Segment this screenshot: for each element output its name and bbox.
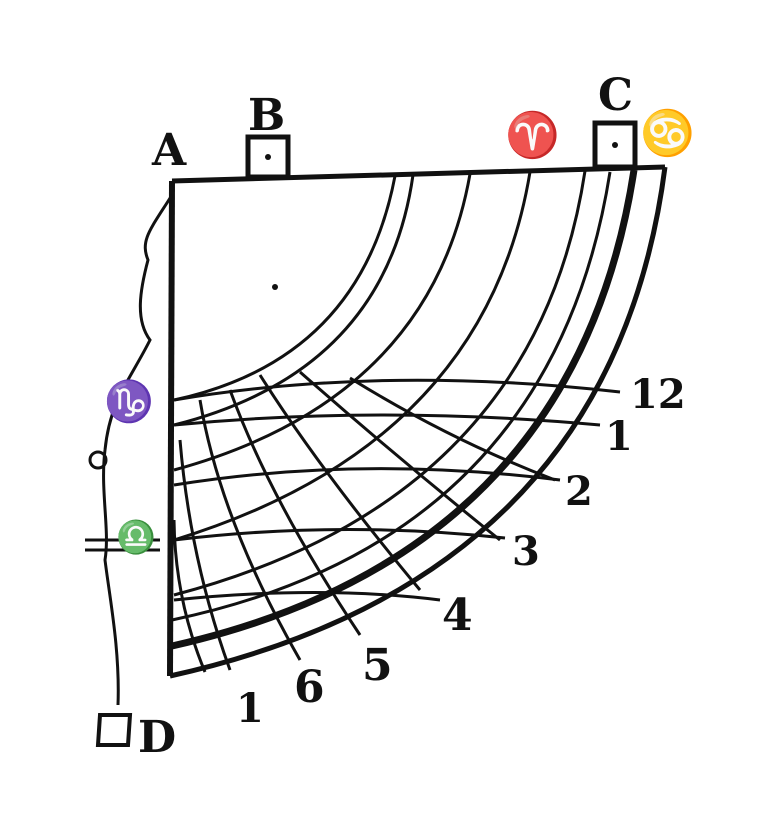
sign-aries: ♈ [505, 110, 560, 161]
hour-label-2: 2 [565, 468, 593, 515]
hour-label-1: 1 [605, 413, 633, 460]
quadrant-outline [170, 167, 665, 676]
limb-outer-arc [169, 166, 668, 679]
sign-cancer: ♋ [640, 108, 695, 159]
sign-capricorn: ♑ [104, 378, 154, 425]
hour-curve-g [349, 376, 556, 482]
vane-hole-c [612, 142, 618, 148]
hour-curve-b [228, 389, 362, 636]
label-c: C [598, 70, 633, 121]
sight-vane-c [592, 120, 638, 170]
hour-curve-f [299, 370, 501, 542]
hour-label-5: 5 [362, 640, 393, 691]
limb-thick-arc [171, 169, 638, 650]
label-b: B [248, 90, 285, 141]
plumb-line [102, 194, 174, 706]
hour-label-bottom-1: 1 [236, 685, 264, 732]
hour-curve-d [178, 439, 232, 671]
hour-line-1 [173, 413, 601, 427]
hour-label-6: 6 [294, 662, 325, 713]
left-edge [167, 180, 175, 677]
bead [88, 450, 108, 470]
hour-label-12: 12 [630, 371, 686, 418]
limb-inner-arc [171, 171, 612, 622]
concentric-arc-2 [173, 174, 415, 427]
hour-curve-c [198, 399, 302, 661]
plumb-bob [95, 713, 133, 747]
hour-line-3 [173, 527, 506, 542]
label-d: D [138, 712, 176, 763]
vane-hole-b [265, 154, 271, 160]
hour-label-3: 3 [512, 528, 540, 575]
concentric-arc-4 [173, 171, 532, 542]
ink-dot [272, 284, 278, 290]
concentric-arc-3 [173, 173, 472, 472]
hour-curve-e [172, 519, 207, 673]
hour-label-4: 4 [442, 590, 473, 641]
concentric-arc-1 [173, 175, 397, 402]
sign-libra: ♎ [116, 518, 156, 556]
hour-line-4 [173, 591, 441, 602]
hour-curve-a [258, 374, 422, 591]
hour-line-2 [173, 467, 561, 487]
label-a: A [151, 125, 187, 176]
sight-vane-b [245, 134, 291, 180]
concentric-arc-5 [173, 170, 587, 597]
